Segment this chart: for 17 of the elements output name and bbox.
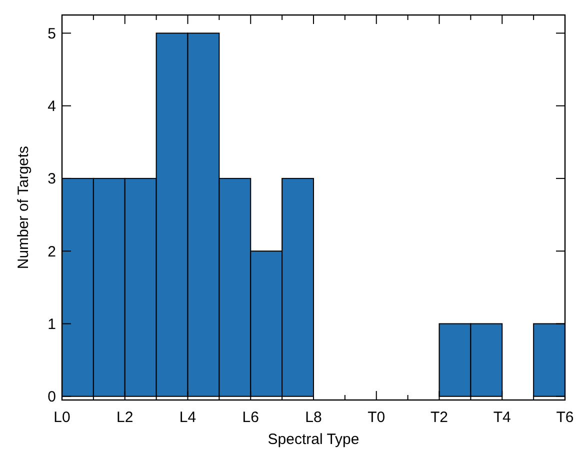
x-tick-label: L4 [179,409,196,426]
x-tick-label: L0 [54,409,70,426]
x-tick-label: T0 [368,409,386,426]
y-axis-title: Number of Targets [15,146,32,270]
y-tick-label: 4 [48,98,56,116]
y-tick-label: 2 [48,243,56,260]
x-tick-label: L8 [305,409,322,426]
x-tick-label: L2 [116,409,134,426]
y-tick-label: 5 [48,25,56,42]
x-tick-label: T2 [430,409,448,426]
y-tick-label: 0 [48,388,56,406]
x-tick-label: T6 [556,409,574,426]
y-tick-label: 1 [48,316,56,333]
x-tick-label: T4 [493,409,511,426]
y-tick-label: 3 [48,170,56,188]
x-axis-title: Spectral Type [268,431,360,448]
x-tick-label: L6 [242,409,259,426]
